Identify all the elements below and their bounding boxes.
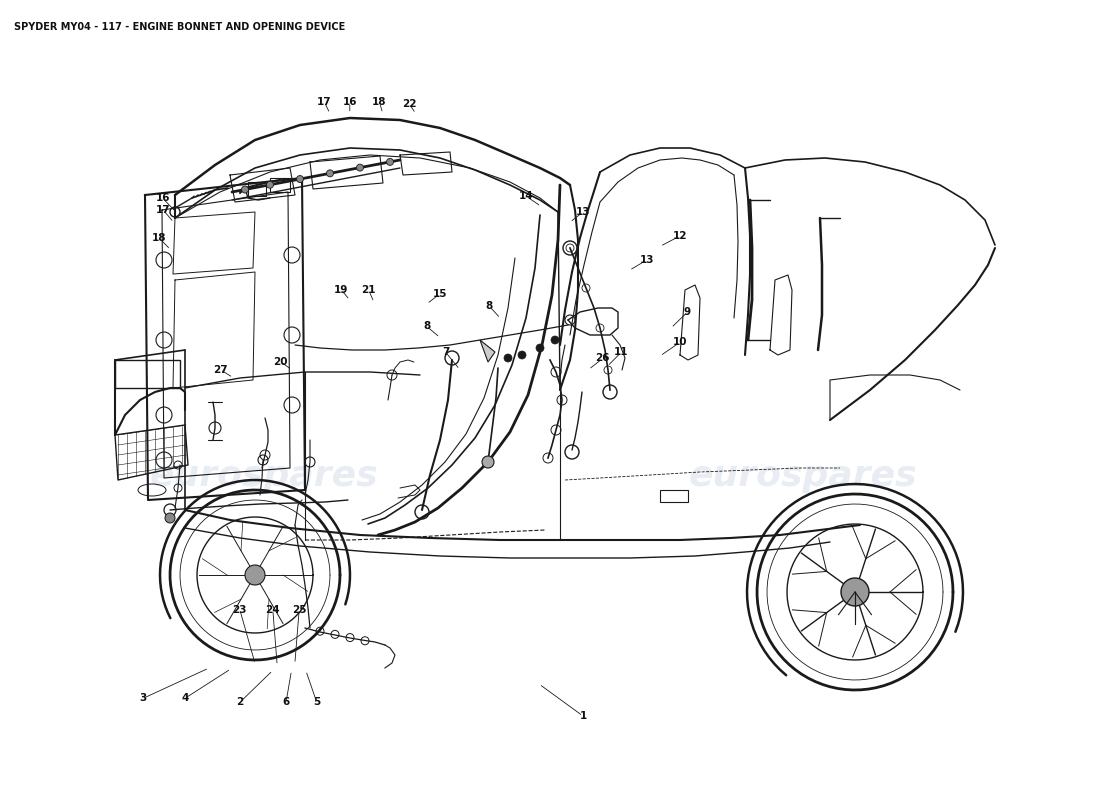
Text: 13: 13 — [575, 207, 591, 217]
Text: 22: 22 — [402, 99, 417, 109]
Bar — [248, 182, 266, 196]
Text: 17: 17 — [317, 98, 332, 107]
Text: 23: 23 — [232, 605, 248, 614]
Text: 15: 15 — [432, 289, 448, 298]
Text: 19: 19 — [333, 285, 349, 294]
Circle shape — [504, 354, 512, 362]
Text: 10: 10 — [672, 338, 688, 347]
Text: 11: 11 — [614, 347, 629, 357]
Text: SPYDER MY04 - 117 - ENGINE BONNET AND OPENING DEVICE: SPYDER MY04 - 117 - ENGINE BONNET AND OP… — [14, 22, 345, 32]
Circle shape — [842, 578, 869, 606]
Bar — [270, 178, 290, 192]
Text: 8: 8 — [486, 302, 493, 311]
Circle shape — [518, 351, 526, 359]
Text: 16: 16 — [155, 194, 170, 203]
Circle shape — [165, 513, 175, 523]
Circle shape — [297, 175, 304, 182]
Circle shape — [242, 186, 249, 193]
Circle shape — [386, 158, 394, 166]
Circle shape — [245, 565, 265, 585]
Polygon shape — [480, 340, 495, 362]
Circle shape — [482, 456, 494, 468]
Circle shape — [551, 336, 559, 344]
Text: 20: 20 — [273, 357, 288, 366]
Text: 7: 7 — [442, 347, 449, 357]
Text: 5: 5 — [314, 698, 320, 707]
Text: 2: 2 — [236, 698, 243, 707]
Text: 8: 8 — [424, 322, 430, 331]
Text: 24: 24 — [265, 605, 280, 614]
Text: 27: 27 — [212, 365, 228, 374]
Text: 6: 6 — [283, 698, 289, 707]
Text: 4: 4 — [182, 694, 188, 703]
Text: eurospares: eurospares — [689, 459, 917, 493]
Text: 25: 25 — [292, 605, 307, 614]
Bar — [116, 360, 180, 388]
Text: 18: 18 — [152, 234, 167, 243]
Text: 13: 13 — [639, 255, 654, 265]
Text: 16: 16 — [342, 98, 358, 107]
Circle shape — [356, 164, 363, 171]
Circle shape — [327, 170, 333, 177]
Bar — [660, 490, 688, 502]
Text: 26: 26 — [595, 354, 610, 363]
Text: 14: 14 — [518, 191, 534, 201]
Circle shape — [536, 344, 544, 352]
Text: 17: 17 — [155, 205, 170, 214]
Text: 1: 1 — [580, 711, 586, 721]
Text: eurospares: eurospares — [150, 459, 378, 493]
Text: 9: 9 — [684, 307, 691, 317]
Text: 3: 3 — [140, 694, 146, 703]
Text: 21: 21 — [361, 285, 376, 294]
Text: 18: 18 — [372, 98, 387, 107]
Text: 12: 12 — [672, 231, 688, 241]
Circle shape — [266, 182, 274, 188]
